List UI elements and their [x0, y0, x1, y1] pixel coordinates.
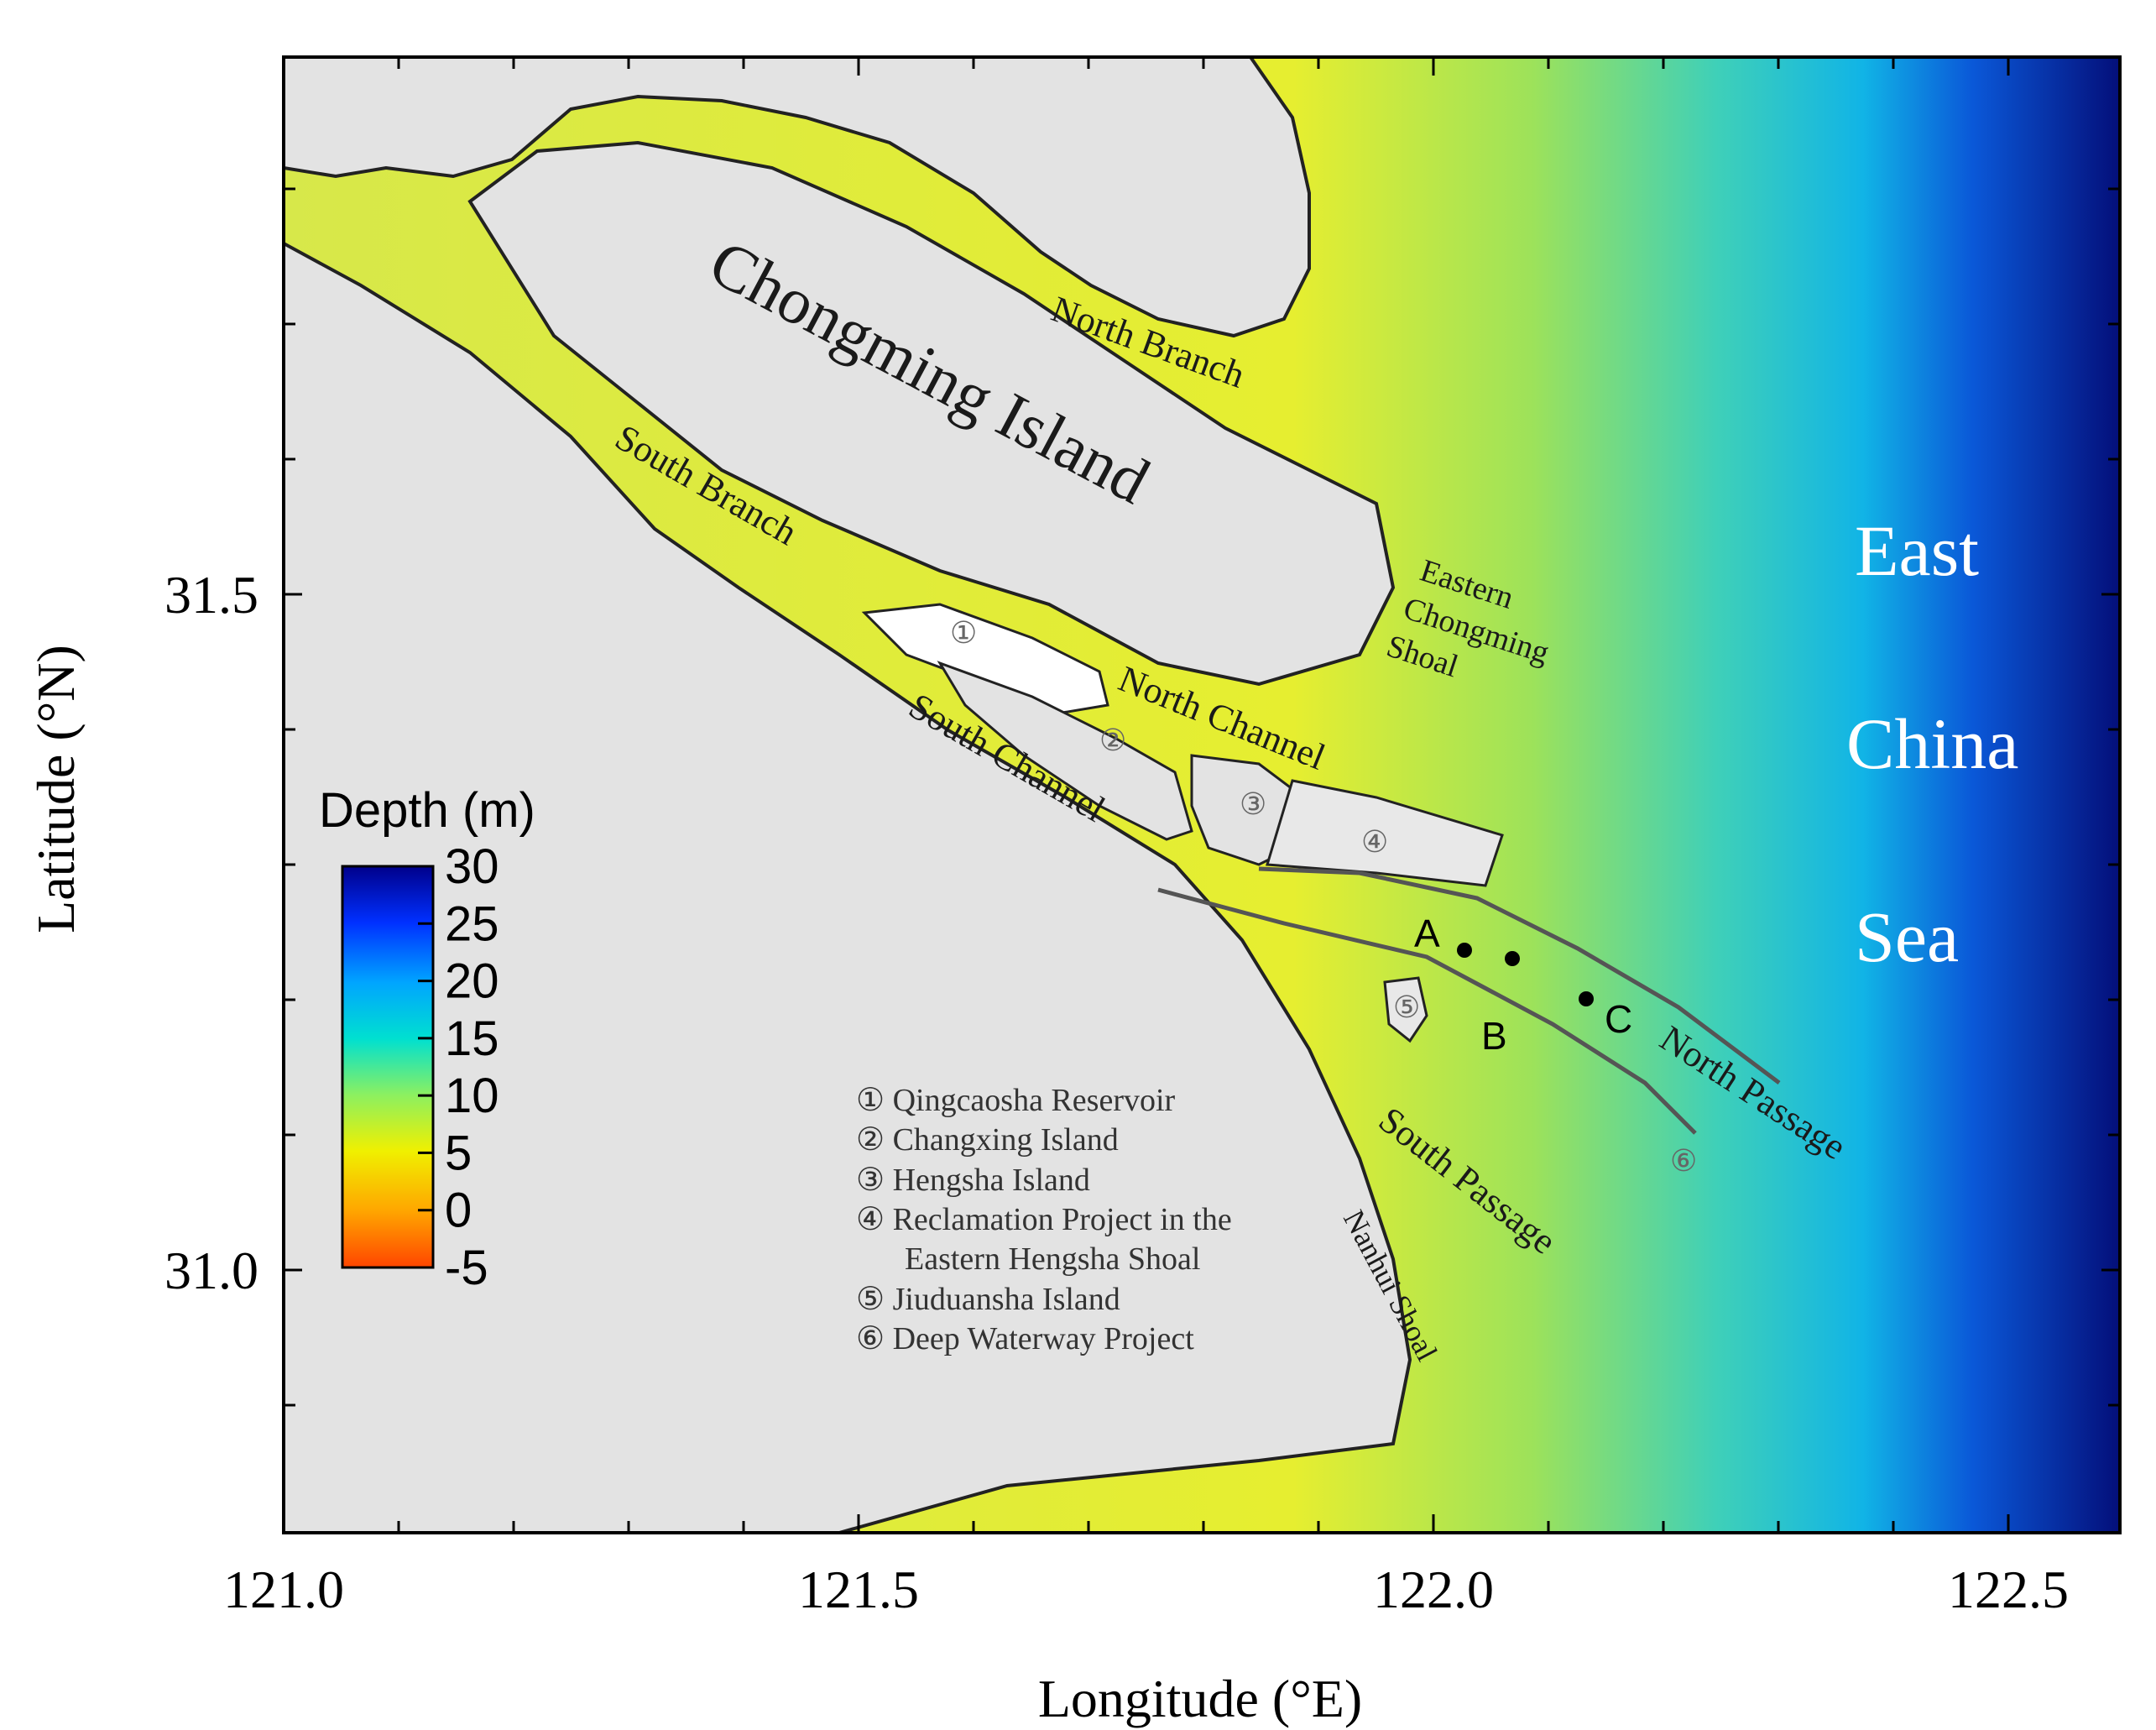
colorbar-tick-label: 15	[445, 1011, 499, 1066]
plot-area	[284, 57, 2120, 1533]
changxing-island	[937, 661, 1193, 841]
mainland-land	[284, 241, 1412, 1533]
legend-item: ② Changxing Island	[856, 1122, 1119, 1158]
axis-ticks: 121.0 121.5 122.0 122.5 31.5 31.0	[164, 57, 2120, 1619]
legend-item: ① Qingcaosha Reservoir	[856, 1083, 1176, 1118]
north-jetty	[1258, 866, 1781, 1085]
colorbar-tick-label: 20	[445, 954, 499, 1009]
colorbar-tick-label: 5	[445, 1126, 472, 1180]
site-mid-dot	[1505, 951, 1520, 966]
legend-item: ⑤ Jiuduansha Island	[856, 1282, 1120, 1317]
x-tick-label: 121.5	[798, 1560, 919, 1619]
site-a-dot	[1457, 943, 1472, 958]
south-jetty	[1157, 887, 1697, 1135]
marker-6: ⑥	[1670, 1144, 1697, 1179]
marker-1: ①	[950, 616, 977, 651]
chongming-island-land	[467, 140, 1396, 687]
x-tick-label: 122.0	[1373, 1560, 1494, 1619]
colorbar-tick-label: 30	[445, 839, 499, 894]
legend-list: ① Qingcaosha Reservoir ② Changxing Islan…	[856, 1083, 1232, 1356]
y-axis-title: Latitude (°N)	[26, 645, 86, 933]
colorbar-title: Depth (m)	[319, 783, 535, 838]
north-mainland-land	[284, 57, 1311, 338]
label-sea: Sea	[1855, 896, 1959, 977]
site-b-label: B	[1481, 1014, 1507, 1058]
legend-item: ③ Hengsha Island	[856, 1163, 1090, 1198]
label-east: East	[1855, 510, 1979, 591]
marker-2: ②	[1099, 724, 1126, 758]
legend-item: ⑥ Deep Waterway Project	[856, 1321, 1194, 1356]
colorbar-tick-label: 10	[445, 1069, 499, 1123]
colorbar	[341, 865, 435, 1269]
colorbar-tick-label: 25	[445, 896, 499, 951]
y-tick-label: 31.5	[164, 565, 258, 625]
site-c-dot	[1579, 991, 1594, 1006]
qingcaosha-reservoir	[861, 603, 1109, 715]
colorbar-tick-label: 0	[445, 1184, 472, 1238]
legend-item: ④ Reclamation Project in the	[856, 1202, 1232, 1237]
label-china: China	[1846, 703, 2018, 784]
marker-4: ④	[1361, 825, 1388, 860]
legend-item: Eastern Hengsha Shoal	[905, 1241, 1200, 1277]
plot-frame	[282, 55, 2122, 1534]
jiuduansha-island	[1383, 976, 1428, 1043]
site-c-label: C	[1605, 997, 1632, 1041]
x-axis-title: Longitude (°E)	[1038, 1669, 1362, 1728]
colorbar-tick-label: -5	[445, 1241, 488, 1295]
marker-3: ③	[1240, 787, 1266, 822]
site-a-label: A	[1414, 912, 1440, 955]
marker-5: ⑤	[1393, 990, 1420, 1025]
x-tick-label: 121.0	[223, 1560, 344, 1619]
x-tick-label: 122.5	[1948, 1560, 2069, 1619]
reclamation-project	[1266, 779, 1504, 887]
y-tick-label: 31.0	[164, 1241, 258, 1300]
